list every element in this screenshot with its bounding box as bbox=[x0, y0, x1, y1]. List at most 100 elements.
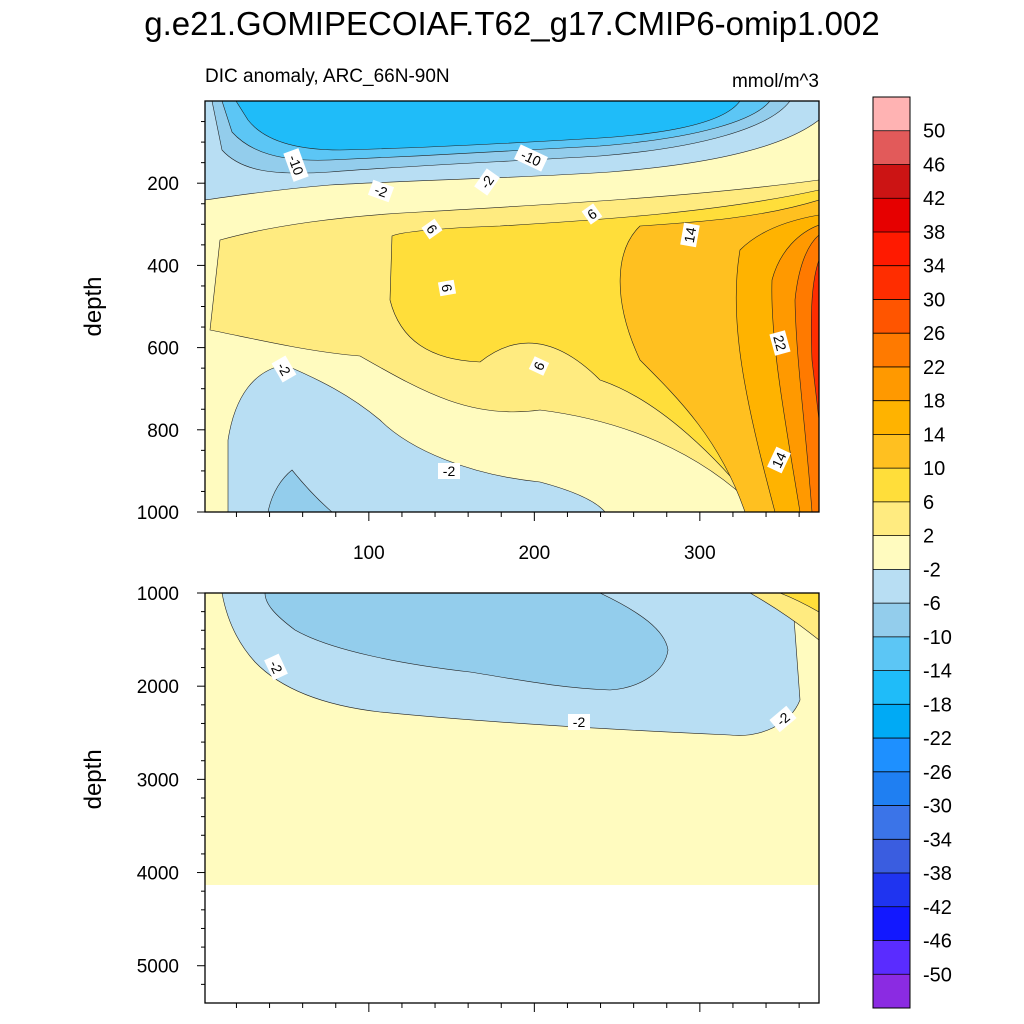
contour-label-box bbox=[568, 714, 590, 730]
colorbar-tick-label: -18 bbox=[923, 694, 952, 716]
band-upper-neg-14 bbox=[235, 101, 741, 151]
colorbar-tick-label: -50 bbox=[923, 964, 952, 986]
lower-y-tick-label: 1000 bbox=[137, 584, 179, 605]
contour-label-box bbox=[438, 463, 460, 479]
contour-label: 14 bbox=[767, 446, 791, 474]
colorbar-tick-label: -2 bbox=[923, 559, 941, 581]
colorbar-swatch bbox=[873, 366, 910, 401]
lower-panel-axes: 1000 2000 3000 4000 5000 depth bbox=[80, 584, 800, 1012]
upper-y-tick-label: 600 bbox=[147, 339, 179, 360]
colorbar-swatch bbox=[873, 670, 910, 705]
band-upper-deep-neg-6 bbox=[267, 469, 333, 512]
colorbar-swatch bbox=[873, 265, 910, 300]
colorbar-swatch bbox=[873, 164, 910, 199]
contour-label-box bbox=[680, 222, 700, 248]
colorbar-tick-label: 26 bbox=[923, 323, 945, 345]
colorbar-tick-label: 6 bbox=[923, 492, 934, 514]
upper-panel-field bbox=[205, 101, 819, 512]
contour-label: -2 bbox=[264, 653, 288, 681]
colorbar-swatch bbox=[873, 603, 910, 638]
contour-label-box bbox=[769, 705, 797, 733]
upper-panel-axes: 200 400 600 800 1000 100 200 300 depth bbox=[80, 121, 800, 564]
colorbar-swatch bbox=[873, 839, 910, 874]
colorbar-tick-label: 18 bbox=[923, 391, 945, 413]
colorbar-tick-label: -38 bbox=[923, 863, 952, 885]
colorbar-tick-label: 2 bbox=[923, 526, 934, 548]
band-upper-pos-30 bbox=[810, 259, 819, 421]
colorbar-tick-label: 42 bbox=[923, 188, 945, 210]
contour-label: -2 bbox=[568, 714, 590, 730]
lower-y-tick-label: 2000 bbox=[137, 677, 179, 698]
lower-no-data-region bbox=[205, 885, 819, 1003]
colorbar-swatch bbox=[873, 535, 910, 570]
lower-panel-field bbox=[205, 593, 819, 1003]
contour-label: 6 bbox=[581, 203, 603, 225]
colorbar-swatch bbox=[873, 501, 910, 536]
contour-label-box bbox=[474, 168, 500, 196]
colorbar-swatch bbox=[873, 434, 910, 469]
colorbar-swatch bbox=[873, 636, 910, 671]
colorbar-tick-label: 50 bbox=[923, 121, 945, 143]
colorbar-frame bbox=[872, 96, 911, 1009]
contour-label-text: -2 bbox=[372, 181, 389, 200]
contour-label: -2 bbox=[438, 463, 460, 479]
chart-subtitle: DIC anomaly, ARC_66N-90N bbox=[205, 66, 450, 87]
colorbar-tick-label: -6 bbox=[923, 593, 941, 615]
page-title: g.e21.GOMIPECOIAF.T62_g17.CMIP6-omip1.00… bbox=[144, 5, 880, 42]
colorbar-tick-label: 38 bbox=[923, 222, 945, 244]
lower-y-tick-label: 5000 bbox=[137, 957, 179, 978]
upper-x-tick-label: 100 bbox=[353, 543, 385, 564]
band-upper-deep-neg-2 bbox=[227, 364, 606, 512]
colorbar-tick-label: 14 bbox=[923, 424, 945, 446]
upper-x-tick-label: 200 bbox=[518, 543, 550, 564]
band-lower-pos-6 bbox=[779, 593, 819, 613]
contour-label-box bbox=[514, 144, 548, 172]
colorbar-tick-label: 30 bbox=[923, 289, 945, 311]
contour-label: -2 bbox=[271, 355, 297, 383]
contour-label-box bbox=[367, 179, 395, 203]
colorbar-swatch bbox=[873, 569, 910, 604]
contour-label-text: -2 bbox=[573, 714, 586, 730]
contour-label: 6 bbox=[437, 279, 457, 297]
colorbar-tick-label: -22 bbox=[923, 728, 952, 750]
contour-label: 6 bbox=[421, 218, 443, 240]
colorbar-swatch bbox=[873, 468, 910, 503]
colorbar-tick-label: -30 bbox=[923, 796, 952, 818]
contour-label: -10 bbox=[514, 144, 548, 172]
units-label: mmol/m^3 bbox=[732, 71, 819, 92]
lower-y-tick-label: 3000 bbox=[137, 770, 179, 791]
upper-y-axis-label: depth bbox=[80, 276, 107, 336]
lower-y-axis-label: depth bbox=[80, 749, 107, 809]
upper-y-tick-label: 1000 bbox=[137, 503, 179, 524]
band-lower-neg-6 bbox=[264, 593, 669, 691]
colorbar-swatch bbox=[873, 231, 910, 267]
colorbar-swatch bbox=[873, 130, 910, 165]
colorbar-tick-label: -46 bbox=[923, 931, 952, 953]
colorbar-tick-label: 46 bbox=[923, 154, 945, 176]
contour-label-text: -10 bbox=[285, 153, 307, 178]
colorbar-tick-label: -26 bbox=[923, 762, 952, 784]
contour-label-box bbox=[264, 653, 288, 681]
contour-label: 22 bbox=[769, 330, 791, 356]
contour-label-text: 14 bbox=[681, 226, 699, 244]
contour-label-text: -2 bbox=[443, 463, 456, 479]
upper-y-tick-label: 200 bbox=[147, 174, 179, 195]
colorbar-swatch bbox=[873, 873, 910, 908]
colorbar-swatch bbox=[873, 704, 910, 739]
colorbar-tick-label: 34 bbox=[923, 256, 945, 278]
contour-label-box bbox=[769, 330, 791, 356]
contour-label: -2 bbox=[769, 705, 797, 733]
contour-label-text: 6 bbox=[438, 283, 455, 294]
colorbar-swatch bbox=[873, 198, 910, 233]
contour-label: 14 bbox=[680, 222, 700, 248]
colorbar-swatch bbox=[873, 299, 910, 334]
lower-y-tick-label: 4000 bbox=[137, 864, 179, 885]
contour-label-box bbox=[437, 279, 457, 297]
colorbar-swatch bbox=[873, 805, 910, 840]
colorbar-tick-label: 22 bbox=[923, 357, 945, 379]
contour-label: -2 bbox=[367, 179, 395, 203]
colorbar: 50 46 42 38 34 30 26 22 18 14 10 6 2 -2 -6 -10 -14 -18 -22… bbox=[872, 96, 952, 1009]
colorbar-swatch bbox=[873, 400, 910, 435]
colorbar-swatch bbox=[873, 738, 910, 773]
